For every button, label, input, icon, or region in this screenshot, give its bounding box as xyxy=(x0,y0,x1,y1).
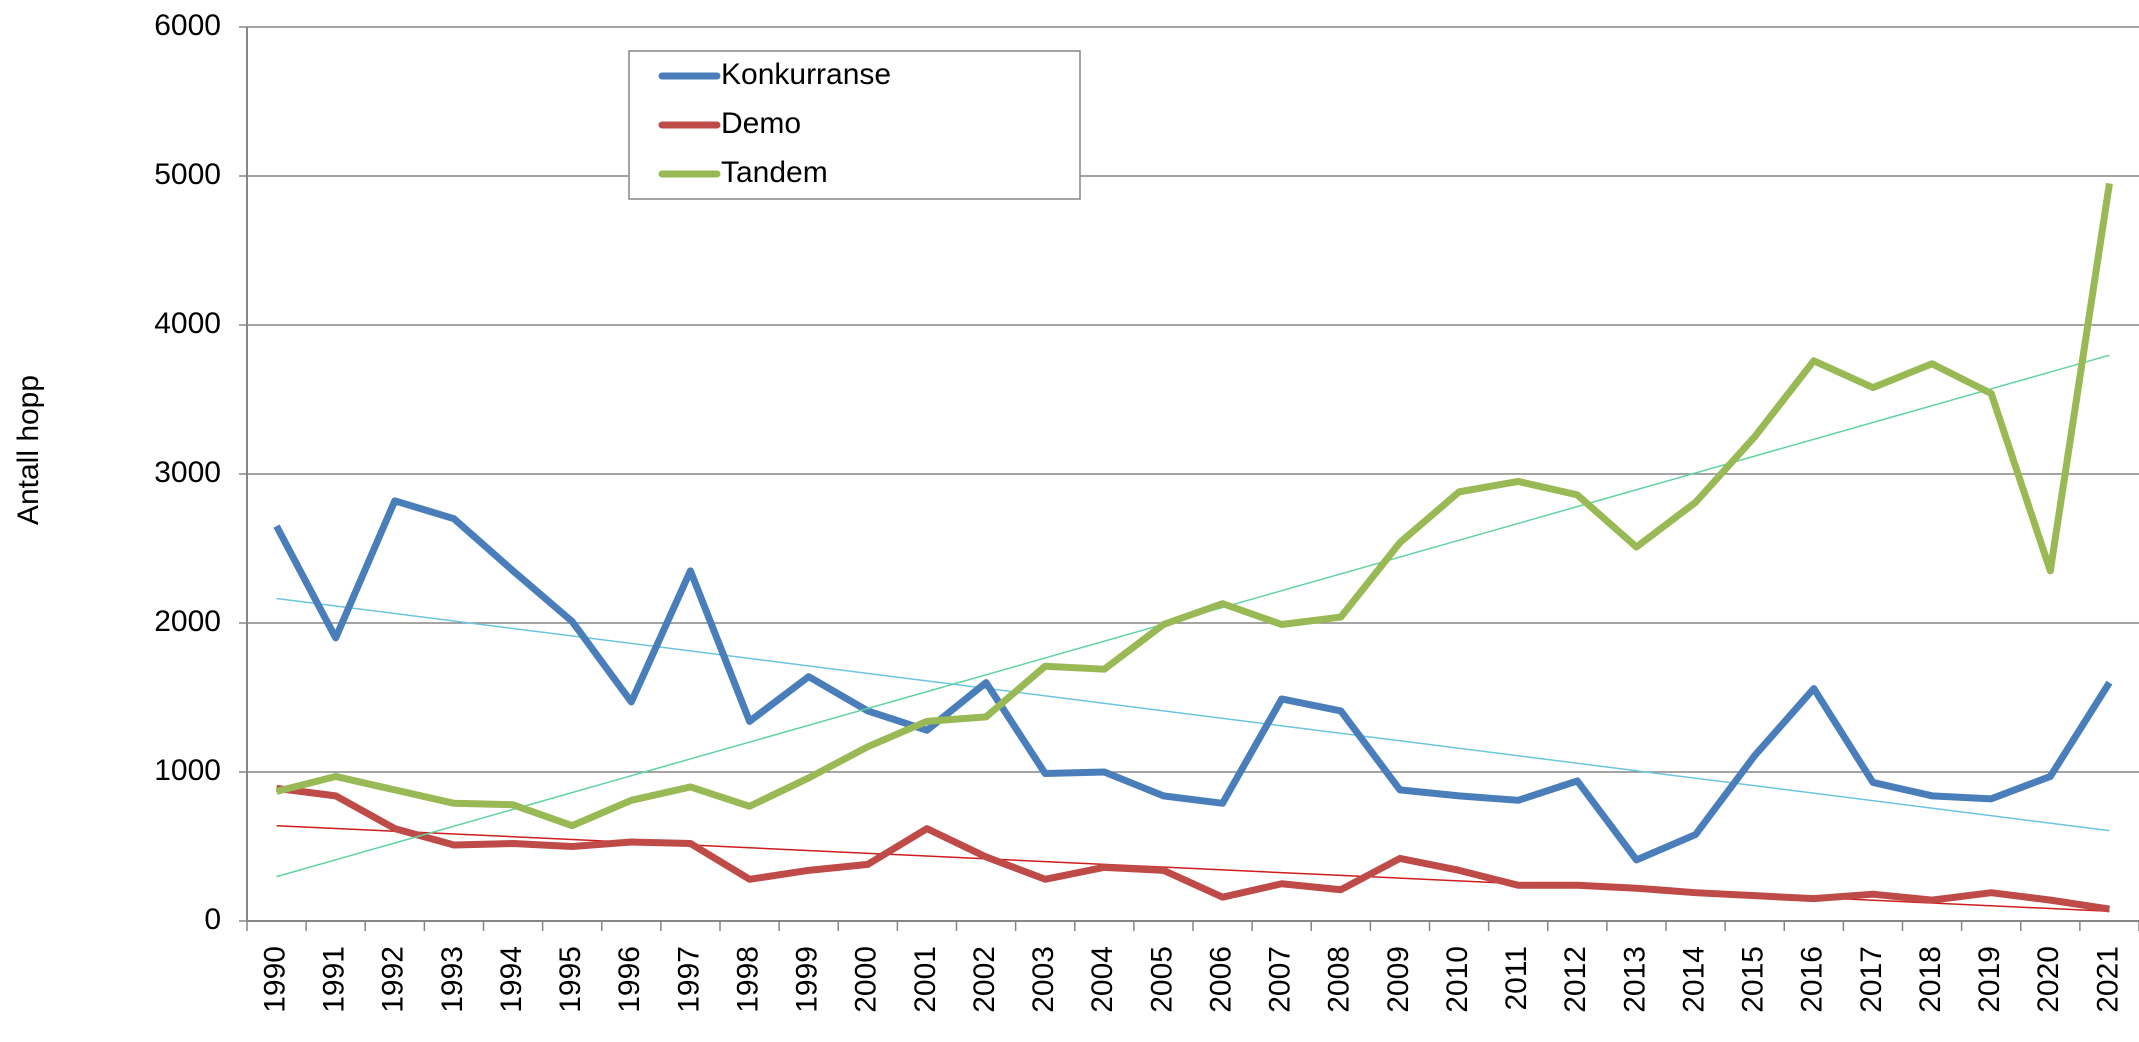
x-tick-label: 1990 xyxy=(258,946,291,1013)
series-line xyxy=(276,784,2110,913)
x-tick-label: 2014 xyxy=(1677,946,1710,1013)
legend-label: Tandem xyxy=(721,156,828,189)
x-tick-label: 2020 xyxy=(2032,946,2065,1013)
x-tick-label: 2000 xyxy=(850,946,883,1013)
x-tick-label: 1993 xyxy=(436,946,469,1013)
series-line xyxy=(275,182,2113,830)
x-tick-label: 2004 xyxy=(1086,946,1119,1013)
y-tick-label: 5000 xyxy=(154,158,221,191)
x-tick-label: 1996 xyxy=(613,946,646,1013)
x-tick-label: 1998 xyxy=(731,946,764,1013)
legend-label: Konkurranse xyxy=(721,58,891,91)
x-tick-label: 2009 xyxy=(1382,946,1415,1013)
legend-label: Demo xyxy=(721,107,801,140)
y-tick-label: 4000 xyxy=(154,307,221,340)
x-tick-label: 2012 xyxy=(1559,946,1592,1013)
series-line xyxy=(273,497,2113,864)
x-tick-label: 2003 xyxy=(1027,946,1060,1013)
x-tick-label: 2013 xyxy=(1618,946,1651,1013)
x-tick-label: 1991 xyxy=(318,946,351,1013)
x-tick-label: 2021 xyxy=(2091,946,2124,1013)
x-tick-label: 2017 xyxy=(1855,946,1888,1013)
x-tick-label: 2002 xyxy=(968,946,1001,1013)
x-tick-label: 2019 xyxy=(1973,946,2006,1013)
y-tick-label: 3000 xyxy=(154,456,221,489)
y-tick-label: 1000 xyxy=(154,754,221,787)
y-tick-label: 0 xyxy=(204,903,221,936)
x-tick-label: 1995 xyxy=(554,946,587,1013)
x-tick-label: 2015 xyxy=(1737,946,1770,1013)
x-tick-label: 1997 xyxy=(672,946,705,1013)
x-tick-label: 1999 xyxy=(791,946,824,1013)
x-tick-label: 2008 xyxy=(1323,946,1356,1013)
x-tick-label: 1992 xyxy=(377,946,410,1013)
y-tick-label: 2000 xyxy=(154,605,221,638)
x-tick-label: 2007 xyxy=(1264,946,1297,1013)
x-tick-label: 2010 xyxy=(1441,946,1474,1013)
x-tick-label: 2011 xyxy=(1500,946,1533,1011)
trend-line xyxy=(276,597,2110,832)
x-tick-label: 2006 xyxy=(1204,946,1237,1013)
x-tick-label: 2001 xyxy=(909,946,942,1013)
x-tick-label: 2018 xyxy=(1914,946,1947,1013)
y-axis-label: Antall hopp xyxy=(12,375,45,525)
x-tick-label: 2016 xyxy=(1796,946,1829,1013)
x-tick-label: 2005 xyxy=(1145,946,1178,1013)
y-tick-label: 6000 xyxy=(154,9,221,42)
x-tick-label: 1994 xyxy=(495,946,528,1013)
